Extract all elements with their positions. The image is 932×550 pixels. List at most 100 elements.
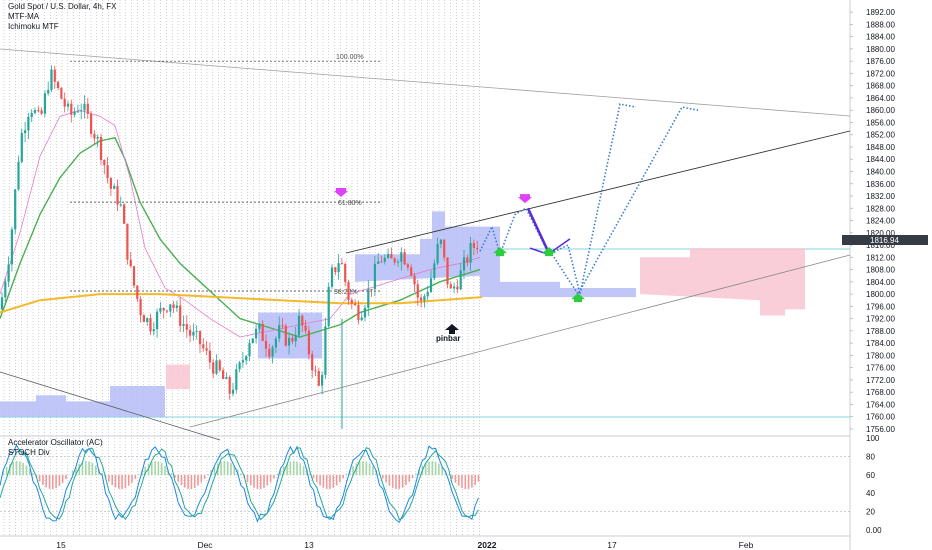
ac-bar	[134, 474, 137, 479]
ac-bar	[454, 474, 457, 483]
price-tick-label: 1824.00	[866, 217, 895, 226]
ac-bar	[58, 474, 61, 486]
ac-bar	[68, 474, 71, 476]
candle-body	[377, 261, 380, 264]
ac-bar	[441, 466, 443, 476]
candle-body	[321, 374, 324, 386]
candle-body	[413, 275, 416, 285]
ac-bar	[118, 474, 120, 489]
candle-body	[152, 329, 155, 332]
sell-arrow-icon	[518, 194, 532, 204]
price-tick-label: 1796.00	[866, 302, 895, 311]
ac-bar	[180, 474, 183, 486]
price-tick-label: 1776.00	[866, 364, 895, 373]
candle-body	[344, 263, 347, 282]
symbol-title[interactable]: Gold Spot / U.S. Dollar, 4h, FX	[8, 2, 117, 11]
candle-body	[0, 297, 4, 310]
fib-100-label: 100.00%	[336, 54, 364, 61]
time-tick-label: 13	[304, 540, 314, 550]
ac-bar	[395, 474, 397, 489]
candle-body	[195, 331, 198, 333]
price-axis[interactable]: 1892.00 1888.00 1884.00 1880.00 1876.00 1872.…	[850, 8, 895, 535]
candle-body	[294, 335, 297, 342]
ac-bar	[220, 461, 222, 476]
candle-body	[93, 133, 96, 139]
time-axis[interactable]: 15 Dec 13 2022 17 Feb	[0, 535, 850, 550]
ac-bar	[250, 474, 252, 486]
ac-bar	[388, 474, 391, 486]
candle-body	[449, 284, 452, 289]
ac-bar	[213, 466, 216, 476]
candle-body	[453, 286, 456, 289]
candle-body	[123, 204, 126, 224]
ac-bar	[292, 461, 295, 476]
ac-bar	[12, 461, 14, 476]
ac-bar	[88, 461, 90, 476]
candle-body	[245, 356, 248, 361]
ac-bar	[230, 463, 232, 476]
ac-bar	[190, 474, 193, 489]
candle-body	[291, 337, 294, 342]
ac-bar	[365, 461, 368, 476]
candle-body	[334, 267, 337, 273]
candle-body	[175, 305, 178, 308]
indicator-ichimoku[interactable]: Ichimoku MTF	[8, 22, 59, 31]
ac-bar	[263, 474, 265, 488]
indicator-stoch[interactable]: STOCH Div	[8, 448, 50, 457]
fibonacci-levels: 100.00% 61.80% 38.20%	[70, 54, 380, 296]
candle-body	[212, 362, 215, 374]
indicator-ac[interactable]: Accelerator Oscillator (AC)	[8, 438, 103, 447]
candle-body	[109, 178, 112, 189]
candle-body	[393, 258, 396, 263]
candle-body	[205, 348, 208, 351]
ac-bar	[405, 474, 407, 486]
ac-bar	[187, 474, 189, 489]
ac-bar	[259, 474, 262, 489]
channel-bottom-line	[189, 254, 851, 428]
price-tick-label: 1812.00	[866, 253, 895, 262]
ac-bar	[302, 466, 305, 476]
ac-bar	[203, 474, 206, 479]
price-tick-label: 1788.00	[866, 327, 895, 336]
candle-body	[106, 165, 109, 179]
candle-body	[261, 323, 264, 341]
ac-bar	[85, 461, 87, 476]
price-tick-label: 1784.00	[866, 339, 895, 348]
projection-path-a	[479, 103, 637, 295]
osc-tick-label: 80	[866, 452, 875, 461]
projection-path-b	[551, 106, 699, 296]
candle-body	[189, 329, 192, 336]
fib-382-label: 38.20%	[334, 289, 358, 296]
candle-body	[76, 111, 79, 113]
candle-body	[423, 296, 426, 301]
candle-body	[50, 69, 53, 90]
ac-bar	[78, 463, 80, 476]
cloud-bull-left	[0, 386, 165, 417]
candle-body	[146, 318, 149, 323]
candle-body	[446, 257, 449, 285]
candle-body	[10, 229, 13, 265]
price-tick-label: 1876.00	[866, 57, 895, 66]
candle-body	[258, 323, 261, 329]
candle-body	[218, 360, 221, 371]
candle-body	[185, 323, 188, 330]
candle-body	[340, 263, 343, 265]
ac-bar	[108, 474, 110, 482]
candle-body	[83, 103, 86, 111]
candle-body	[387, 254, 390, 258]
candle-body	[307, 330, 310, 355]
price-tick-label: 1780.00	[866, 351, 895, 360]
candle-body	[228, 377, 231, 394]
candle-body	[429, 278, 433, 292]
ac-bar	[289, 461, 292, 476]
price-tick-label: 1848.00	[866, 143, 895, 152]
ac-bar	[22, 462, 24, 476]
candle-body	[156, 311, 159, 330]
candle-body	[360, 317, 363, 321]
price-tick-label: 1772.00	[866, 376, 895, 385]
ac-bar	[32, 472, 34, 476]
price-tick-label: 1868.00	[866, 82, 895, 91]
candle-body	[139, 298, 142, 316]
indicator-mtf-ma[interactable]: MTF-MA	[8, 12, 40, 21]
